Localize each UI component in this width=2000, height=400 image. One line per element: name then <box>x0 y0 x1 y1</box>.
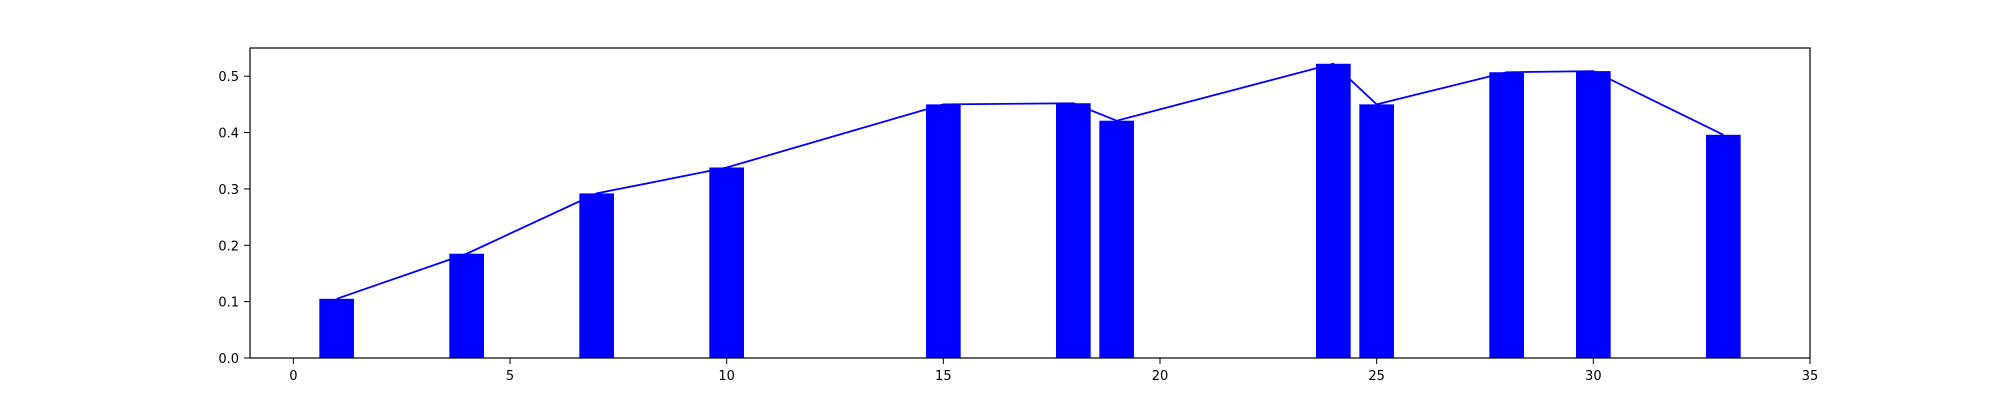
y-tick-label: 0.5 <box>218 70 239 85</box>
axes-layer <box>249 47 1811 359</box>
plot-frame <box>249 47 1811 359</box>
bars-layer <box>319 63 1741 359</box>
bar <box>1576 71 1611 358</box>
x-tick-label: 0 <box>289 369 297 384</box>
bar <box>1359 104 1394 358</box>
bar <box>709 167 744 358</box>
line-layer <box>336 62 1724 300</box>
x-tick-label: 35 <box>1802 369 1819 384</box>
ticks-layer: 0 5 10 15 20 25 30 35 0.0 0.1 0.2 0.3 0.4 0.5 <box>218 70 1818 384</box>
series-line <box>336 62 1724 300</box>
y-tick-label: 0.1 <box>218 296 239 311</box>
bar <box>449 253 484 358</box>
x-tick-label: 10 <box>718 369 735 384</box>
bar <box>1489 72 1524 359</box>
bar <box>1706 134 1741 358</box>
y-tick-label: 0.2 <box>218 239 239 254</box>
bar <box>319 298 354 358</box>
bar <box>1316 63 1351 358</box>
x-tick-label: 25 <box>1368 369 1385 384</box>
x-tick-label: 20 <box>1152 369 1169 384</box>
bar <box>579 193 614 358</box>
bar <box>926 104 961 358</box>
x-tick-label: 5 <box>506 369 514 384</box>
y-tick-label: 0.0 <box>218 352 239 367</box>
x-tick-label: 30 <box>1585 369 1602 384</box>
x-tick-label: 15 <box>935 369 952 384</box>
y-tick-label: 0.4 <box>218 127 239 142</box>
y-tick-label: 0.3 <box>218 183 239 198</box>
bar <box>1099 120 1134 358</box>
bar <box>1056 103 1091 359</box>
